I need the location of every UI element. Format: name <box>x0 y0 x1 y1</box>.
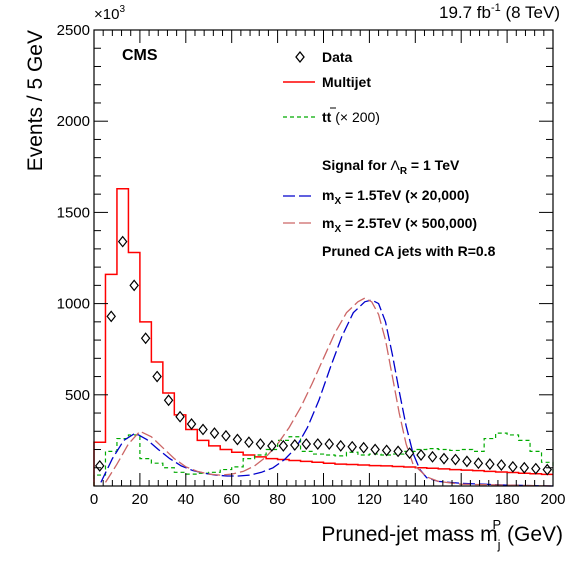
y-tick-label: 1500 <box>57 204 90 221</box>
data-point <box>404 447 415 460</box>
data-point <box>175 410 185 423</box>
data-point <box>290 438 300 451</box>
legend-data-label: Data <box>322 49 353 65</box>
data-point <box>370 443 380 456</box>
data-point <box>221 429 231 442</box>
data-point <box>267 439 277 452</box>
x-tick-label: 80 <box>269 491 286 508</box>
data-point <box>347 440 357 453</box>
data-point <box>427 450 438 463</box>
series-line-m-x-2-5tev-500-000 <box>104 297 554 487</box>
series-m-x-1-5tev-20-000 <box>100 299 554 487</box>
data-point <box>106 310 116 323</box>
data-point <box>209 427 220 440</box>
x-tick-label: 60 <box>223 491 240 508</box>
legend-multijet-label: Multijet <box>322 74 371 90</box>
signal-header: Signal for ΛR = 1 TeV <box>322 157 460 177</box>
data-point <box>94 459 105 472</box>
data-point <box>278 439 289 452</box>
y-axis-label: Events / 5 GeV <box>24 30 47 171</box>
y-tick-label: 2000 <box>57 113 90 130</box>
x-tick-label: 40 <box>177 491 194 508</box>
data-point <box>450 453 461 466</box>
data-point <box>381 444 392 457</box>
x-tick-label: 160 <box>449 491 474 508</box>
x-tick-label: 100 <box>311 491 336 508</box>
series-line-m-x-1-5tev-20-000 <box>100 299 554 487</box>
data-point <box>496 459 507 471</box>
x-tick-label: 120 <box>357 491 382 508</box>
data-points <box>94 235 553 476</box>
legend-signal-25-label: mX = 2.5TeV (× 500,000) <box>322 215 477 235</box>
data-point <box>473 457 484 470</box>
data-point <box>198 423 208 436</box>
x-tick-label: 200 <box>540 491 565 508</box>
data-point <box>301 438 312 451</box>
data-point <box>255 438 266 451</box>
x-axis-label: Pruned-jet mass mjP (GeV) <box>321 517 563 552</box>
data-point <box>335 439 346 452</box>
legend-data-marker <box>295 50 305 64</box>
data-point <box>186 418 197 430</box>
axes-layer: 0 20 40 60 80 100 120 140 160 180 200 500 1000 1500 20… <box>57 22 566 508</box>
y-multiplier: ×103 <box>94 4 125 23</box>
data-point <box>140 332 151 345</box>
series-multijet <box>93 187 553 486</box>
y-tick-label: 1000 <box>57 296 90 313</box>
y-tick-label: 500 <box>65 387 90 404</box>
x-tick-label: 20 <box>132 491 149 508</box>
series-layer <box>93 187 554 487</box>
x-tick-label: 180 <box>495 491 520 508</box>
y-tick-label: 2500 <box>57 22 90 39</box>
legend-signal-15-label: mX = 1.5TeV (× 20,000) <box>322 187 469 207</box>
data-point <box>508 460 518 473</box>
data-point <box>416 449 426 461</box>
data-point <box>232 433 243 446</box>
series-line-multijet <box>93 187 553 486</box>
data-point <box>117 235 128 248</box>
data-point <box>244 436 254 449</box>
data-point <box>485 458 495 471</box>
data-point <box>129 279 139 292</box>
data-point <box>439 452 449 465</box>
series-line-tt-200 <box>93 432 554 486</box>
x-tick-label: 0 <box>90 491 98 508</box>
data-point <box>163 394 174 407</box>
data-point <box>519 461 530 474</box>
data-point <box>152 370 162 383</box>
jet-label: Pruned CA jets with R=0.8 <box>322 243 496 259</box>
series-m-x-2-5tev-500-000 <box>104 297 554 487</box>
x-tick-label: 140 <box>403 491 428 508</box>
experiment-label: CMS <box>122 47 158 64</box>
data-point <box>531 462 541 475</box>
series-tt-200 <box>93 432 554 486</box>
data-point <box>393 445 403 458</box>
data-point <box>312 438 323 451</box>
lumi-label: 19.7 fb-1 (8 TeV) <box>439 2 560 22</box>
legend: Data Multijet tt (× 200) Signal for ΛR =… <box>283 49 496 259</box>
data-point <box>358 441 369 454</box>
data-point <box>324 438 335 451</box>
data-point <box>462 455 472 468</box>
legend-ttbar-label: tt (× 200) <box>322 109 380 125</box>
